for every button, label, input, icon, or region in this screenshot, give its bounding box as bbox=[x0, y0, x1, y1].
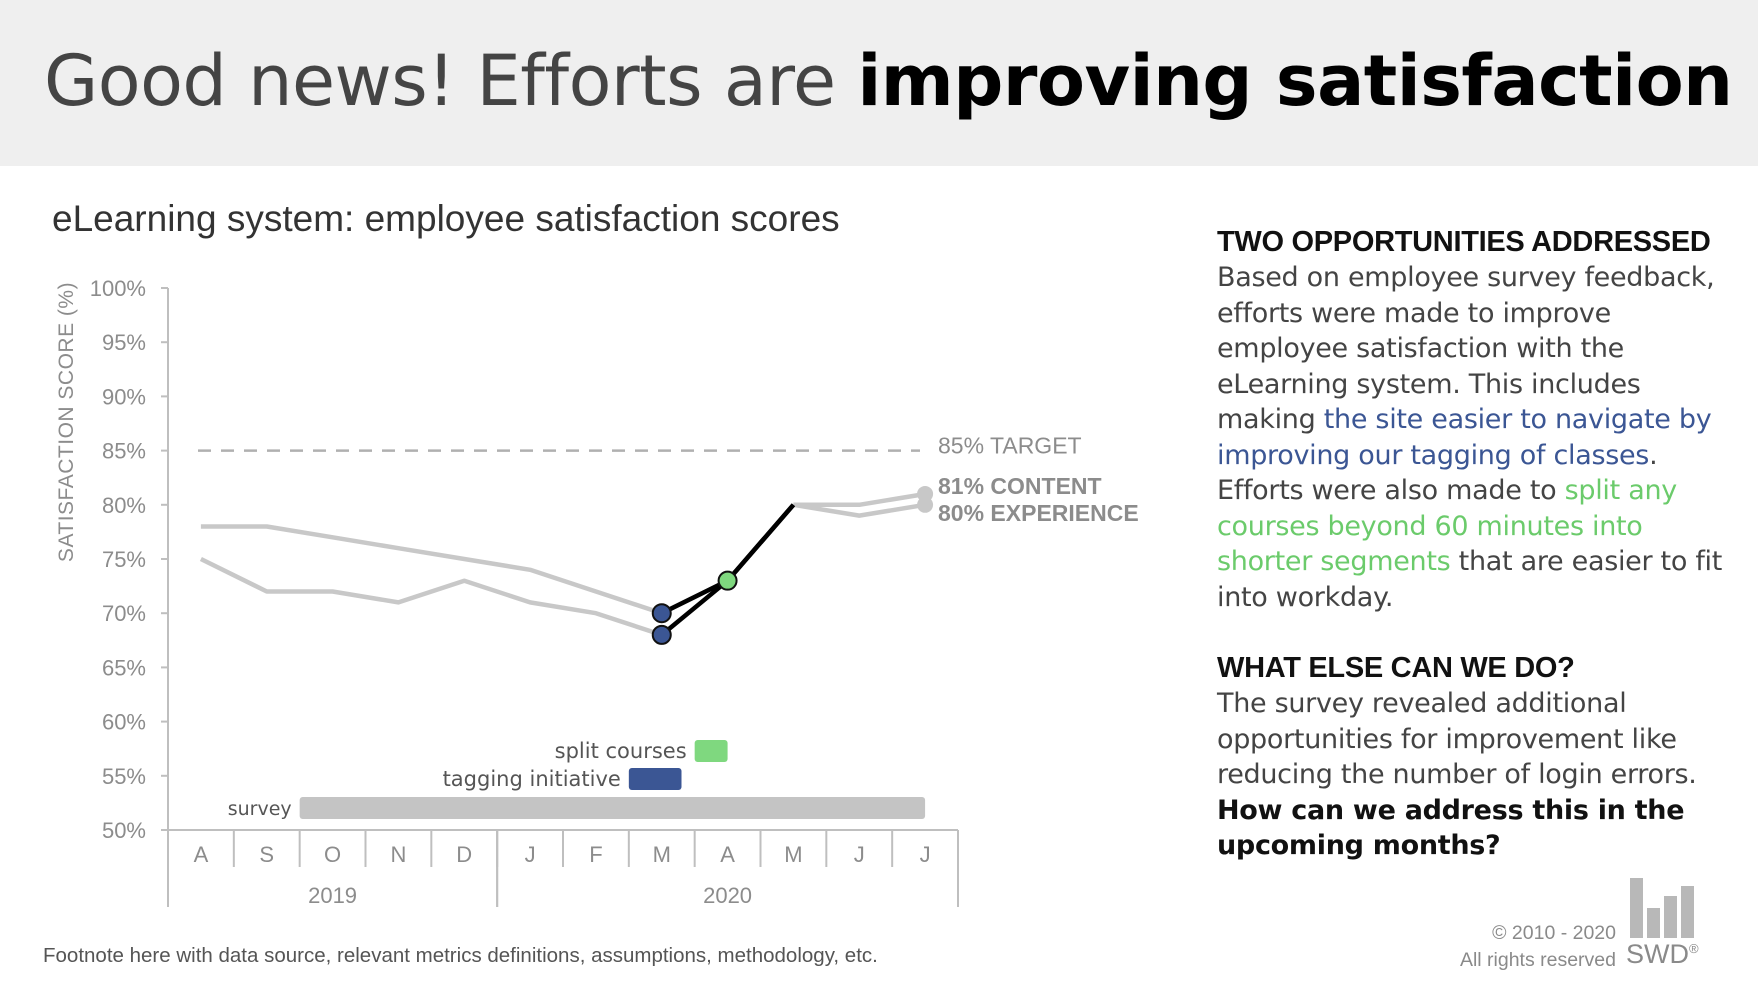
p1-text-c: that are easier to fit into workday. bbox=[1217, 546, 1723, 613]
month-label: J bbox=[920, 842, 931, 867]
month-label: M bbox=[653, 842, 671, 867]
y-tick-label: 85% bbox=[102, 439, 146, 464]
month-label: F bbox=[589, 842, 602, 867]
p1-text-b: . Efforts were also made to bbox=[1217, 439, 1658, 507]
y-tick-label: 80% bbox=[102, 493, 146, 518]
y-tick-label: 70% bbox=[102, 601, 146, 626]
headline-light: Good news! Efforts are bbox=[44, 40, 836, 122]
swd-logo: SWD® bbox=[1626, 878, 1706, 973]
copyright-rights: All rights reserved bbox=[1459, 949, 1616, 971]
logo-text: SWD® bbox=[1626, 939, 1699, 970]
headline: Good news! Efforts are improving satisfa… bbox=[44, 36, 1733, 126]
series-line-content-before bbox=[200, 524, 663, 616]
year-label: 2019 bbox=[308, 883, 357, 908]
satisfaction-chart: SATISFACTION SCORE (%) 100% 95% 90% 85% 80% 7… bbox=[55, 276, 1139, 908]
y-tick-label: 90% bbox=[102, 384, 146, 409]
month-label: O bbox=[324, 842, 341, 867]
p1-text-a: Based on employee survey feedback, effor… bbox=[1217, 262, 1715, 435]
y-axis-label: SATISFACTION SCORE (%) bbox=[55, 282, 78, 562]
month-label: S bbox=[259, 842, 274, 867]
y-tick-label: 100% bbox=[90, 276, 146, 301]
headline-bold: improving satisfaction bbox=[857, 40, 1733, 122]
target-line-group: 85% TARGET bbox=[198, 433, 1082, 459]
heading-what-else: WHAT ELSE CAN WE DO? bbox=[1217, 652, 1575, 684]
month-label: A bbox=[194, 842, 209, 867]
month-label: J bbox=[525, 842, 536, 867]
p2-question: How can we address this in the upcoming … bbox=[1217, 794, 1685, 862]
series-line-content-after bbox=[793, 491, 926, 508]
chart-title: eLearning system: employee satisfaction … bbox=[52, 198, 840, 239]
end-point bbox=[917, 496, 934, 513]
initiative-bars: split courses tagging initiative survey bbox=[228, 739, 926, 820]
p1-text-blue: the site easier to navigate by improving… bbox=[1217, 404, 1712, 471]
logo-bars-icon bbox=[1630, 878, 1694, 938]
series-line-experience-before bbox=[199, 556, 663, 638]
series-line-content-highlight bbox=[660, 503, 796, 616]
y-tick-label: 95% bbox=[102, 330, 146, 355]
year-label: 2020 bbox=[703, 883, 752, 908]
y-tick-label: 75% bbox=[102, 547, 146, 572]
initiative-bar-split-courses bbox=[694, 740, 728, 762]
series-line-experience-after bbox=[793, 502, 926, 518]
y-axis: 100% 95% 90% 85% 80% 75% 70% 65% 60% 55% 50% bbox=[90, 276, 169, 843]
initiative-label: split courses bbox=[555, 739, 687, 763]
initiative-bar-tagging-initiative bbox=[628, 768, 682, 790]
series-lines bbox=[199, 491, 926, 638]
registered-mark: ® bbox=[1689, 941, 1699, 956]
footnote: Footnote here with data source, relevant… bbox=[43, 944, 878, 967]
series-markers bbox=[651, 485, 934, 645]
y-tick-label: 65% bbox=[102, 655, 146, 680]
x-axis: A S O N D J F M A M J J 2019 2020 bbox=[167, 829, 959, 908]
initiative-label: survey bbox=[228, 798, 292, 820]
initiative-bar-survey bbox=[299, 797, 926, 819]
y-tick-label: 60% bbox=[102, 710, 146, 735]
headline-banner: Good news! Efforts are improving satisfa… bbox=[0, 0, 1758, 166]
paragraph-what-else: The survey revealed additional opportuni… bbox=[1217, 686, 1742, 864]
paragraph-opportunities: Based on employee survey feedback, effor… bbox=[1217, 260, 1742, 615]
month-label: M bbox=[784, 842, 802, 867]
end-label-content: 81% CONTENT bbox=[938, 473, 1102, 499]
month-label: D bbox=[456, 842, 472, 867]
month-label: A bbox=[720, 842, 735, 867]
marker-green bbox=[717, 570, 738, 591]
series-line-experience-highlight bbox=[660, 503, 796, 637]
y-tick-label: 55% bbox=[102, 764, 146, 789]
marker-blue bbox=[651, 603, 672, 624]
month-label: N bbox=[390, 842, 406, 867]
copyright-years: © 2010 - 2020 bbox=[1492, 922, 1616, 944]
target-label: 85% TARGET bbox=[938, 433, 1082, 459]
p2-text: The survey revealed additional opportuni… bbox=[1217, 688, 1697, 790]
month-label: J bbox=[854, 842, 865, 867]
end-label-experience: 80% EXPERIENCE bbox=[938, 500, 1139, 526]
copyright: © 2010 - 2020 All rights reserved bbox=[1400, 920, 1616, 974]
marker-blue bbox=[651, 624, 672, 645]
initiative-label: tagging initiative bbox=[443, 767, 621, 791]
p1-text-green: split any courses beyond 60 minutes into… bbox=[1217, 475, 1677, 577]
heading-opportunities: TWO OPPORTUNITIES ADDRESSED bbox=[1217, 226, 1711, 258]
logo-wordmark: SWD bbox=[1626, 939, 1689, 969]
y-tick-label: 50% bbox=[102, 818, 146, 843]
